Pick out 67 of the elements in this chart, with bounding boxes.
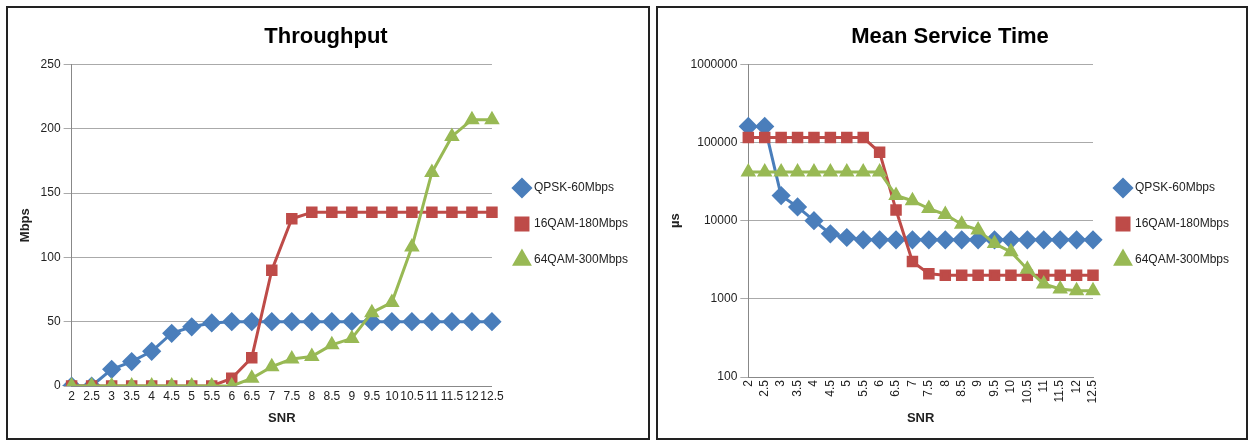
x-tick-label: 9.5 bbox=[363, 388, 381, 403]
x-tick-label: 5 bbox=[188, 388, 196, 403]
x-tick-label: 2 bbox=[740, 379, 755, 387]
x-tick-label: 10.5 bbox=[1019, 379, 1034, 404]
x-tick-label: 7 bbox=[268, 388, 276, 403]
y-tick-label: 100 bbox=[40, 249, 61, 264]
legend-label: 64QAM-300Mbps bbox=[533, 252, 628, 267]
x-tick-label: 12.5 bbox=[480, 388, 504, 403]
x-tick-label: 5.5 bbox=[855, 379, 870, 397]
x-tick-label: 11 bbox=[425, 388, 439, 403]
x-tick-label: 7 bbox=[904, 379, 919, 387]
x-tick-label: 2.5 bbox=[757, 379, 772, 397]
x-axis-title: SNR bbox=[906, 409, 935, 425]
x-tick-label: 4.5 bbox=[822, 379, 837, 397]
x-tick-label: 12 bbox=[1068, 379, 1083, 394]
x-tick-label: 11 bbox=[1036, 379, 1051, 393]
x-tick-label: 3.5 bbox=[123, 388, 141, 403]
x-tick-label: 3 bbox=[108, 388, 116, 403]
y-tick-label: 200 bbox=[40, 121, 61, 136]
chart-title: Mean Service Time bbox=[851, 23, 1049, 49]
legend-label: 16QAM-180Mbps bbox=[533, 216, 628, 231]
y-axis-title: µs bbox=[667, 213, 683, 229]
y-tick-label: 0 bbox=[53, 378, 61, 393]
x-tick-label: 10.5 bbox=[400, 388, 424, 403]
x-tick-label: 9 bbox=[348, 388, 356, 403]
y-tick-label: 10000 bbox=[703, 213, 738, 228]
x-tick-label: 3 bbox=[773, 379, 788, 387]
legend-label: 16QAM-180Mbps bbox=[1135, 216, 1230, 231]
x-tick-label: 2.5 bbox=[83, 388, 101, 403]
x-tick-label: 12 bbox=[465, 388, 479, 403]
x-tick-label: 2 bbox=[68, 388, 76, 403]
legend-label: QPSK-60Mbps bbox=[1135, 180, 1216, 195]
x-tick-label: 7.5 bbox=[283, 388, 301, 403]
x-tick-label: 12.5 bbox=[1085, 379, 1100, 404]
x-tick-label: 10 bbox=[1003, 379, 1018, 394]
x-tick-label: 4 bbox=[806, 379, 821, 387]
y-tick-label: 100 bbox=[717, 369, 738, 384]
y-tick-label: 1000 bbox=[710, 291, 738, 306]
y-tick-label: 50 bbox=[47, 313, 61, 328]
x-tick-label: 6.5 bbox=[888, 379, 903, 397]
x-tick-label: 4 bbox=[148, 388, 156, 403]
x-tick-label: 7.5 bbox=[921, 379, 936, 397]
x-tick-label: 5.5 bbox=[203, 388, 221, 403]
y-axis-title: Mbps bbox=[17, 208, 33, 243]
x-tick-label: 6 bbox=[871, 379, 886, 387]
legend-label: QPSK-60Mbps bbox=[533, 180, 614, 195]
y-tick-label: 250 bbox=[40, 56, 61, 71]
y-tick-label: 1000000 bbox=[690, 56, 738, 71]
x-tick-label: 6 bbox=[228, 388, 236, 403]
x-tick-label: 5 bbox=[839, 379, 854, 387]
y-tick-label: 100000 bbox=[697, 134, 738, 149]
x-tick-label: 11.5 bbox=[1052, 379, 1067, 403]
x-tick-label: 4.5 bbox=[163, 388, 181, 403]
x-tick-label: 9 bbox=[970, 379, 985, 387]
x-tick-label: 9.5 bbox=[986, 379, 1001, 397]
x-tick-label: 8.5 bbox=[323, 388, 341, 403]
x-tick-label: 11.5 bbox=[440, 388, 464, 403]
x-tick-label: 8 bbox=[937, 379, 952, 387]
chart-title: Throughput bbox=[264, 23, 389, 49]
legend-label: 64QAM-300Mbps bbox=[1135, 252, 1230, 267]
x-tick-label: 8.5 bbox=[954, 379, 968, 397]
x-tick-label: 6.5 bbox=[243, 388, 261, 403]
x-axis-title: SNR bbox=[268, 409, 297, 425]
x-tick-label: 8 bbox=[308, 388, 316, 403]
x-tick-label: 3.5 bbox=[789, 379, 804, 397]
y-tick-label: 150 bbox=[40, 185, 61, 200]
x-tick-label: 10 bbox=[385, 388, 399, 403]
